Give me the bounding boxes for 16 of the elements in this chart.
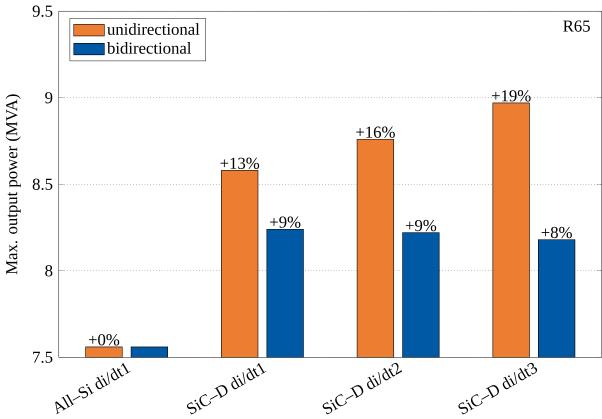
- annotation: +19%: [492, 90, 531, 102]
- y-tick-label: 7.5: [33, 352, 52, 364]
- y-tick-label: 8: [45, 265, 52, 277]
- annotation: +8%: [542, 227, 572, 238]
- legend-label: unidirectional: [107, 23, 200, 36]
- y-tick-label: 9: [45, 92, 52, 104]
- annotation: +9%: [406, 220, 436, 232]
- y-tick-label: 8.5: [32, 178, 52, 190]
- annotation: R65: [563, 20, 590, 32]
- annotation: +9%: [270, 216, 300, 228]
- annotation: +16%: [356, 126, 395, 138]
- y-tick-label: 9.5: [32, 6, 52, 18]
- y-axis-title: Max. output power (MVA): [6, 94, 21, 274]
- annotation: +13%: [220, 158, 260, 170]
- annotation: +0%: [88, 334, 120, 346]
- legend-label: bidirectional: [107, 42, 192, 54]
